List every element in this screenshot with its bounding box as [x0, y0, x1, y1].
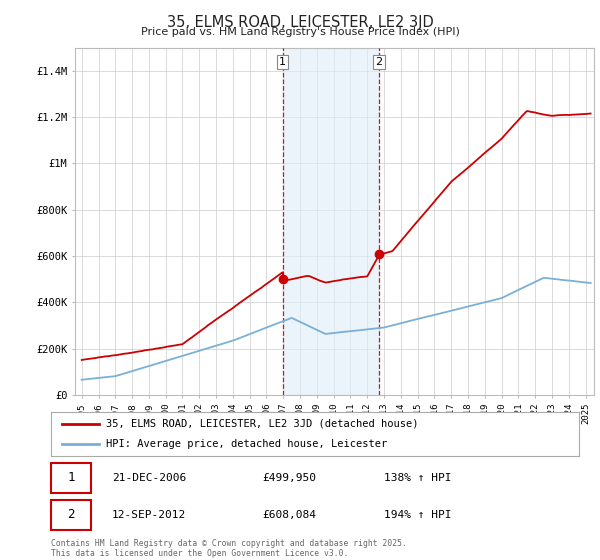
Text: 12-SEP-2012: 12-SEP-2012	[112, 510, 186, 520]
Text: 35, ELMS ROAD, LEICESTER, LE2 3JD: 35, ELMS ROAD, LEICESTER, LE2 3JD	[167, 15, 433, 30]
FancyBboxPatch shape	[51, 500, 91, 530]
Text: £499,950: £499,950	[262, 473, 316, 483]
Text: 35, ELMS ROAD, LEICESTER, LE2 3JD (detached house): 35, ELMS ROAD, LEICESTER, LE2 3JD (detac…	[106, 419, 419, 429]
Text: 138% ↑ HPI: 138% ↑ HPI	[383, 473, 451, 483]
Text: Price paid vs. HM Land Registry's House Price Index (HPI): Price paid vs. HM Land Registry's House …	[140, 27, 460, 37]
Text: 194% ↑ HPI: 194% ↑ HPI	[383, 510, 451, 520]
Text: 2: 2	[376, 57, 383, 67]
Text: 21-DEC-2006: 21-DEC-2006	[112, 473, 186, 483]
Text: 1: 1	[67, 472, 74, 484]
Bar	[283, 48, 379, 395]
Text: HPI: Average price, detached house, Leicester: HPI: Average price, detached house, Leic…	[106, 439, 388, 449]
Text: 1: 1	[279, 57, 286, 67]
Text: £608,084: £608,084	[262, 510, 316, 520]
Text: Contains HM Land Registry data © Crown copyright and database right 2025.
This d: Contains HM Land Registry data © Crown c…	[51, 539, 407, 558]
Text: 2: 2	[67, 508, 74, 521]
FancyBboxPatch shape	[51, 463, 91, 493]
